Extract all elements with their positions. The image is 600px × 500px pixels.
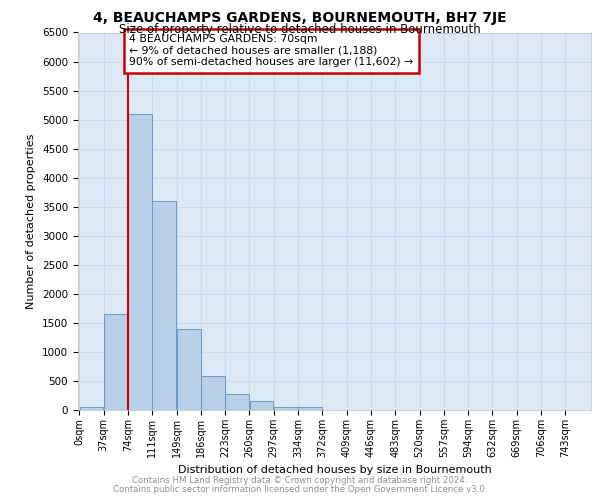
Bar xyxy=(128,114,152,410)
Text: Contains HM Land Registry data © Crown copyright and database right 2024.: Contains HM Land Registry data © Crown c… xyxy=(132,476,468,485)
Text: Size of property relative to detached houses in Bournemouth: Size of property relative to detached ho… xyxy=(119,22,481,36)
X-axis label: Distribution of detached houses by size in Bournemouth: Distribution of detached houses by size … xyxy=(178,466,491,475)
Text: 4, BEAUCHAMPS GARDENS, BOURNEMOUTH, BH7 7JE: 4, BEAUCHAMPS GARDENS, BOURNEMOUTH, BH7 … xyxy=(93,11,507,25)
Bar xyxy=(104,314,128,410)
Text: 4 BEAUCHAMPS GARDENS: 70sqm
← 9% of detached houses are smaller (1,188)
90% of s: 4 BEAUCHAMPS GARDENS: 70sqm ← 9% of deta… xyxy=(129,34,413,68)
Bar xyxy=(226,394,249,410)
Bar xyxy=(298,407,322,410)
Bar xyxy=(201,376,225,410)
Bar xyxy=(80,407,103,410)
Bar xyxy=(177,328,200,410)
Bar xyxy=(250,402,274,410)
Text: Contains public sector information licensed under the Open Government Licence v3: Contains public sector information licen… xyxy=(113,485,487,494)
Y-axis label: Number of detached properties: Number of detached properties xyxy=(26,134,37,309)
Bar xyxy=(152,201,176,410)
Bar xyxy=(274,407,298,410)
